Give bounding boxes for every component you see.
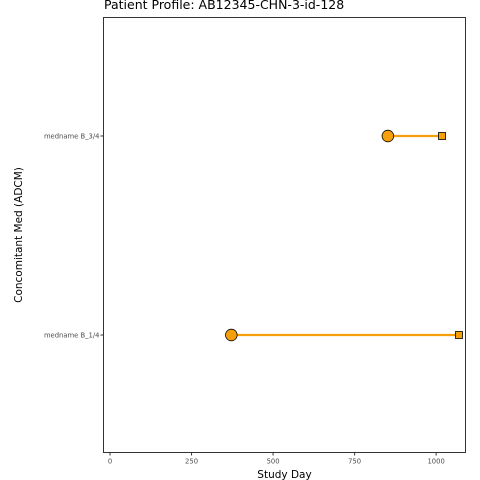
timeline-marks <box>225 129 463 342</box>
y-tick-label: medname B_1/4 <box>44 331 100 339</box>
x-tick-label: 750 <box>348 458 361 466</box>
x-tick-label: 250 <box>185 458 198 466</box>
x-tick-label: 0 <box>108 458 112 466</box>
medication-end-marker <box>455 331 463 339</box>
chart-title: Patient Profile: AB12345-CHN-3-id-128 <box>104 0 344 12</box>
plot-panel <box>103 17 466 453</box>
x-axis: 0 250 500 750 1000 <box>108 452 445 466</box>
x-tick-label: 1000 <box>427 458 444 466</box>
y-tick-label: medname B_3/4 <box>44 132 100 140</box>
medication-end-marker <box>438 132 446 140</box>
x-tick-label: 500 <box>267 458 280 466</box>
medication-start-marker <box>225 328 238 342</box>
x-axis-title: Study Day <box>257 469 311 480</box>
medication-start-marker <box>381 129 395 143</box>
y-axis-title: Concomitant Med (ADCM) <box>13 167 25 303</box>
